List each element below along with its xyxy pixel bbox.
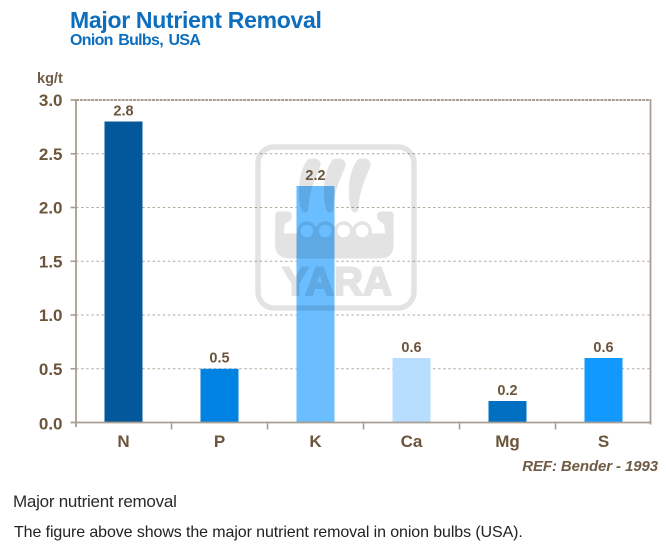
- svg-text:YARA: YARA: [282, 260, 392, 304]
- svg-text:kg/t: kg/t: [37, 71, 63, 87]
- svg-text:0.5: 0.5: [209, 351, 229, 367]
- svg-text:S: S: [598, 432, 609, 451]
- svg-text:0.5: 0.5: [39, 360, 63, 379]
- svg-text:Ca: Ca: [401, 432, 423, 451]
- svg-text:2.0: 2.0: [39, 199, 63, 218]
- svg-text:P: P: [214, 432, 225, 451]
- svg-text:0.0: 0.0: [39, 415, 63, 434]
- svg-text:2.5: 2.5: [39, 145, 63, 164]
- svg-text:K: K: [309, 432, 322, 451]
- svg-text:2.8: 2.8: [113, 103, 133, 119]
- svg-text:0.2: 0.2: [497, 383, 517, 399]
- svg-text:2.2: 2.2: [305, 168, 325, 184]
- svg-text:1.5: 1.5: [39, 252, 63, 271]
- svg-text:N: N: [117, 432, 129, 451]
- svg-text:3.0: 3.0: [39, 91, 63, 110]
- svg-text:REF: Bender - 1993: REF: Bender - 1993: [522, 458, 658, 475]
- svg-text:Mg: Mg: [495, 432, 520, 451]
- svg-text:1.0: 1.0: [39, 306, 63, 325]
- svg-text:0.6: 0.6: [401, 340, 421, 356]
- svg-text:0.6: 0.6: [593, 340, 613, 356]
